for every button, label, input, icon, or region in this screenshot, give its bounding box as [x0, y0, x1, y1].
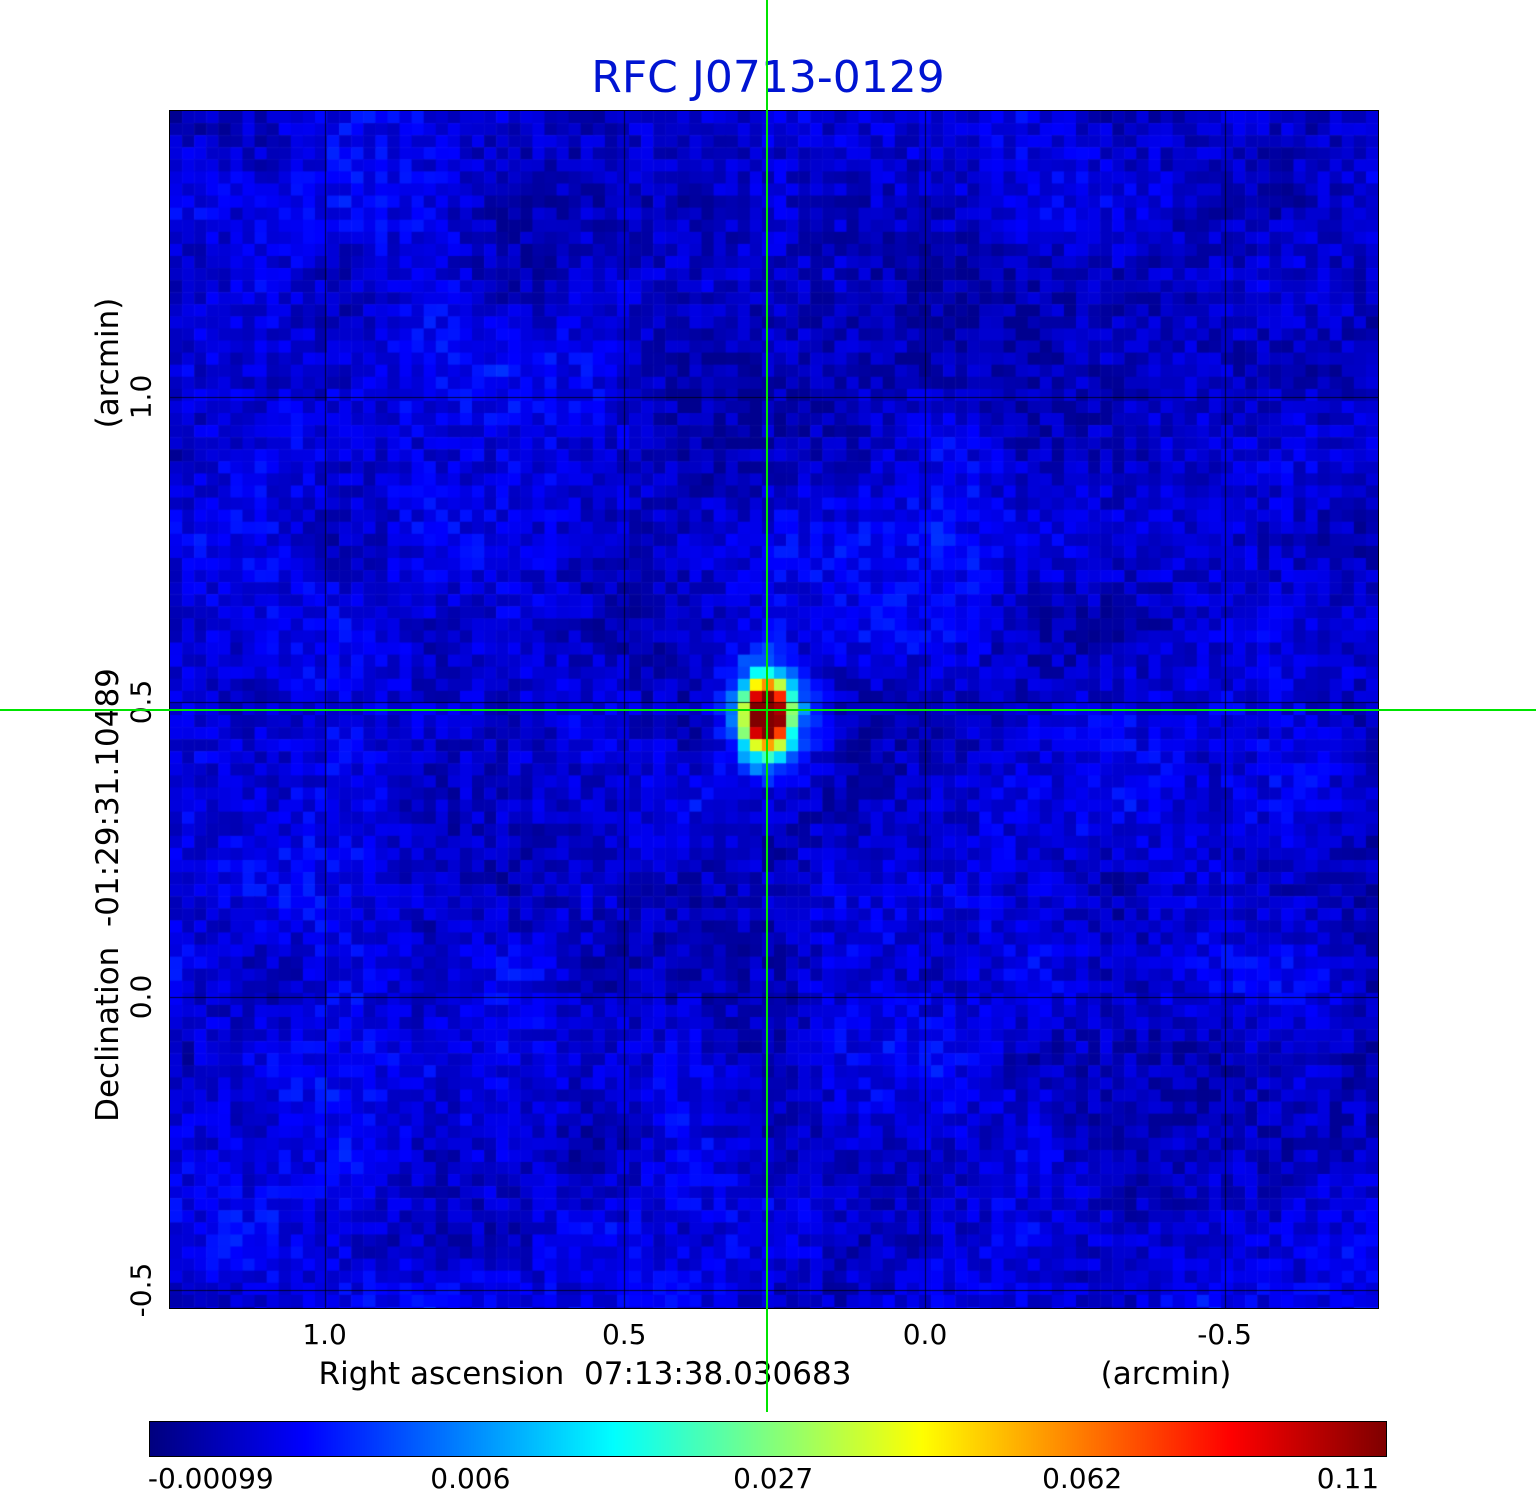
x-tick-label: -0.5: [1197, 1318, 1252, 1351]
y-tick-label: -0.5: [124, 1262, 158, 1318]
y-axis-unit: (arcmin): [90, 297, 126, 429]
y-axis-label: Declination -01:29:31.10489: [90, 668, 126, 1122]
plot-title: RFC J0713-0129: [591, 52, 945, 103]
x-axis-unit: (arcmin): [1100, 1356, 1232, 1392]
colorbar-tick-label: -0.00099: [147, 1462, 274, 1495]
colorbar: [149, 1421, 1387, 1457]
y-tick-label: 0.5: [124, 680, 158, 725]
crosshair-vertical-line: [765, 0, 768, 1412]
x-tick-label: 1.0: [302, 1318, 347, 1351]
x-tick-label: 0.5: [601, 1318, 647, 1351]
x-tick-label: 0.0: [902, 1318, 948, 1351]
colorbar-tick-label: 0.006: [430, 1462, 511, 1495]
colorbar-tick-label: 0.027: [733, 1462, 814, 1495]
y-tick-label: 0.0: [124, 974, 158, 1020]
crosshair-horizontal-line: [0, 709, 1536, 712]
colorbar-tick-label: 0.062: [1042, 1462, 1123, 1495]
x-axis-label: Right ascension 07:13:38.030683: [318, 1356, 852, 1392]
y-tick-label: 1.0: [124, 374, 158, 420]
colorbar-tick-label: 0.11: [1316, 1462, 1380, 1495]
